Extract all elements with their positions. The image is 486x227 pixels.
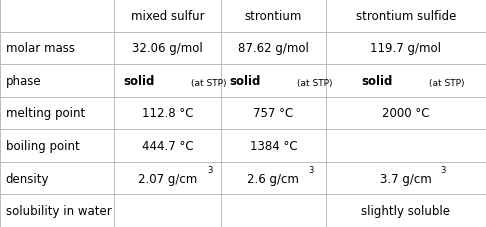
Text: 2.07 g/cm: 2.07 g/cm <box>138 172 197 185</box>
Text: boiling point: boiling point <box>6 139 80 152</box>
Text: 112.8 °C: 112.8 °C <box>142 107 193 120</box>
Text: 3.7 g/cm: 3.7 g/cm <box>380 172 432 185</box>
Text: phase: phase <box>6 75 41 88</box>
Text: density: density <box>6 172 50 185</box>
Text: mixed sulfur: mixed sulfur <box>131 10 205 23</box>
Text: 444.7 °C: 444.7 °C <box>142 139 193 152</box>
Text: molar mass: molar mass <box>6 42 75 55</box>
Text: solid: solid <box>229 75 260 88</box>
Text: 3: 3 <box>440 165 446 174</box>
Text: (at STP): (at STP) <box>430 79 465 88</box>
Text: 3: 3 <box>308 165 313 174</box>
Text: strontium: strontium <box>244 10 302 23</box>
Text: slightly soluble: slightly soluble <box>361 204 451 217</box>
Text: (at STP): (at STP) <box>297 79 332 88</box>
Text: 119.7 g/mol: 119.7 g/mol <box>370 42 441 55</box>
Text: 87.62 g/mol: 87.62 g/mol <box>238 42 309 55</box>
Text: solid: solid <box>362 75 393 88</box>
Text: 32.06 g/mol: 32.06 g/mol <box>132 42 203 55</box>
Text: 2.6 g/cm: 2.6 g/cm <box>247 172 299 185</box>
Text: strontium sulfide: strontium sulfide <box>356 10 456 23</box>
Text: solid: solid <box>123 75 155 88</box>
Text: 1384 °C: 1384 °C <box>250 139 297 152</box>
Text: (at STP): (at STP) <box>191 79 227 88</box>
Text: solubility in water: solubility in water <box>6 204 112 217</box>
Text: 2000 °C: 2000 °C <box>382 107 430 120</box>
Text: 757 °C: 757 °C <box>253 107 294 120</box>
Text: melting point: melting point <box>6 107 85 120</box>
Text: 3: 3 <box>207 165 212 174</box>
